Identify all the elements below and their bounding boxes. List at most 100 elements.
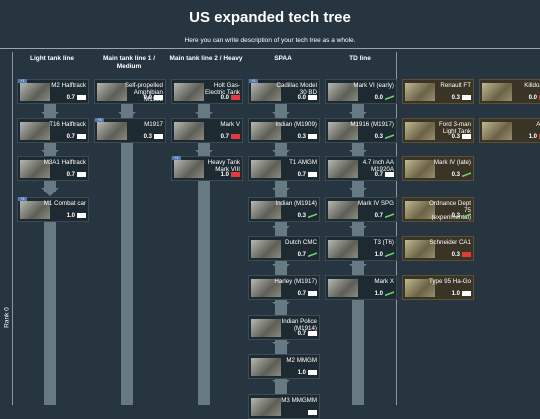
battle-rating-value: 0.7 [66, 95, 75, 101]
vehicle-card[interactable]: Schneider CA1 0.3 [402, 236, 474, 261]
light-vehicle-class-icon [385, 172, 394, 177]
vehicle-card[interactable]: Holt Gas-Electric Tank 0.0 [171, 79, 243, 104]
vehicle-thumbnail [405, 122, 435, 140]
battle-rating-value: 0.0 [143, 95, 152, 101]
vehicle-card[interactable]: Self-propelled Amphibian M19230.0 [94, 79, 166, 104]
column-header-heavy: Main tank line 2 / Heavy [169, 55, 243, 62]
arrow-down-icon [349, 264, 367, 272]
arrow-down-icon [272, 150, 290, 158]
vehicle-card[interactable]: M3 MMGMM [248, 394, 320, 419]
battle-rating: 0.7 [67, 95, 86, 101]
vehicle-name: M1917 [144, 121, 163, 128]
arrow-down-icon [195, 150, 213, 158]
battle-rating: 0.3 [452, 95, 471, 101]
vehicle-card[interactable]: +1 Cadillac Model 30 BD 0.0 [248, 79, 320, 104]
vehicle-card[interactable]: A7V 1.0 [479, 118, 540, 143]
battle-rating-value: 0.7 [297, 331, 306, 337]
battle-rating: 0.3 [452, 213, 471, 219]
column-header-td: TD line [349, 55, 371, 62]
vehicle-card[interactable]: T3 (T6) 1.0 [325, 236, 397, 261]
vehicle-card[interactable]: Mark IV (late) 0.3 [402, 156, 474, 181]
vehicle-thumbnail [251, 122, 281, 140]
vehicle-name: Mark V [220, 121, 240, 128]
vehicle-thumbnail [251, 319, 281, 337]
battle-rating-value: 0.7 [297, 252, 306, 258]
vehicle-name: Killdozer [524, 82, 540, 89]
battle-rating: 1.0 [298, 370, 317, 376]
vehicle-card[interactable]: Indian (M1914) 0.3 [248, 197, 320, 222]
vehicle-card[interactable]: Killdozer 0.0 [479, 79, 540, 104]
vehicle-thumbnail [328, 279, 358, 297]
vehicle-name: M2 Halftrack [51, 82, 86, 89]
battle-rating: 1.0 [375, 291, 394, 297]
vehicle-thumbnail [20, 160, 50, 178]
vehicle-card[interactable]: Ordnance Dept 75 (experimental) 0.3 [402, 197, 474, 222]
battle-rating: 0.3 [298, 213, 317, 219]
vehicle-card[interactable]: +2 M1 Combat car 1.0 [17, 197, 89, 222]
battle-rating: 0.7 [67, 172, 86, 178]
vehicle-name: Schneider CA1 [429, 239, 471, 246]
vehicle-name: Mark X [374, 278, 394, 285]
vehicle-card[interactable]: 4.7 inch AA M1920A 0.7 [325, 156, 397, 181]
vehicle-thumbnail [251, 358, 281, 376]
vehicle-card[interactable]: T1 AMGM 0.7 [248, 156, 320, 181]
battle-rating: 0.7 [298, 291, 317, 297]
battle-rating: 0.3 [452, 172, 471, 178]
vehicle-name: T1 AMGM [289, 159, 317, 166]
light-vehicle-class-icon [77, 134, 86, 139]
vehicle-thumbnail [482, 83, 512, 101]
battle-rating: 0.7 [375, 172, 394, 178]
battle-rating: 1.0 [67, 213, 86, 219]
battle-rating-value: 0.7 [66, 172, 75, 178]
vehicle-thumbnail [20, 122, 50, 140]
battle-rating: 0.0 [298, 95, 317, 101]
vehicle-card[interactable]: M2 MMGM 1.0 [248, 354, 320, 379]
battle-rating-value: 0.3 [297, 134, 306, 140]
vehicle-card[interactable]: Indian (M1909) 0.3 [248, 118, 320, 143]
battle-rating-value: 1.0 [220, 172, 229, 178]
vehicle-thumbnail [405, 240, 435, 258]
battle-rating-value: 1.0 [374, 252, 383, 258]
tank-destroyer-class-icon [385, 213, 394, 218]
vehicle-thumbnail [405, 83, 435, 101]
vehicle-thumbnail [174, 122, 204, 140]
vehicle-thumbnail [174, 83, 204, 101]
vehicle-card[interactable]: +1 M2 Halftrack 0.7 [17, 79, 89, 104]
vehicle-card[interactable]: Mark IV SPG 0.7 [325, 197, 397, 222]
vehicle-name: Ford 3-man Light Tank [439, 121, 471, 135]
light-vehicle-class-icon [308, 134, 317, 139]
light-vehicle-class-icon [462, 134, 471, 139]
vehicle-card[interactable]: +3 M1917 0.3 [94, 118, 166, 143]
vehicle-card[interactable]: Mark V 0.7 [171, 118, 243, 143]
tank-destroyer-class-icon [385, 134, 394, 139]
vehicle-card[interactable]: +1 Heavy Tank Mark VIII 1.0 [171, 156, 243, 181]
page-title: US expanded tech tree [189, 9, 351, 26]
vehicle-card[interactable]: Renault FT 0.3 [402, 79, 474, 104]
vehicle-name: Mark IV (late) [433, 159, 471, 166]
vehicle-card[interactable]: Mark X 1.0 [325, 275, 397, 300]
vehicle-card[interactable]: Dutch CMC 0.7 [248, 236, 320, 261]
vehicle-card[interactable]: M1916 (M1917) 0.3 [325, 118, 397, 143]
battle-rating-value: 0.3 [297, 213, 306, 219]
vehicle-card[interactable]: Type 95 Ha-Go 1.0 [402, 275, 474, 300]
tech-tree: Light tank line Main tank line 1 / Mediu… [13, 52, 397, 419]
vehicle-card[interactable]: Indian Police (M1914) 0.7 [248, 315, 320, 340]
vehicle-thumbnail [20, 201, 50, 219]
vehicle-card[interactable]: Ford 3-man Light Tank 0.3 [402, 118, 474, 143]
vehicle-card[interactable]: Mark VI (early) 0.0 [325, 79, 397, 104]
vehicle-name: Holt Gas-Electric Tank [205, 82, 240, 96]
battle-rating-value: 1.0 [374, 291, 383, 297]
vehicle-card[interactable]: Harley (M1917) 0.7 [248, 275, 320, 300]
battle-rating-value: 1.0 [451, 291, 460, 297]
vehicle-card[interactable]: M3A1 Halftrack 0.7 [17, 156, 89, 181]
battle-rating-value: 0.0 [528, 95, 537, 101]
battle-rating-value: 0.3 [451, 213, 460, 219]
arrow-down-icon [272, 264, 290, 272]
arrow-down-icon [272, 342, 290, 350]
battle-rating [306, 410, 317, 416]
vehicle-thumbnail [251, 279, 281, 297]
vehicle-card[interactable]: T16 Halftrack 0.7 [17, 118, 89, 143]
light-vehicle-class-icon [77, 172, 86, 177]
battle-rating-value: 0.7 [220, 134, 229, 140]
light-vehicle-class-icon [308, 370, 317, 375]
